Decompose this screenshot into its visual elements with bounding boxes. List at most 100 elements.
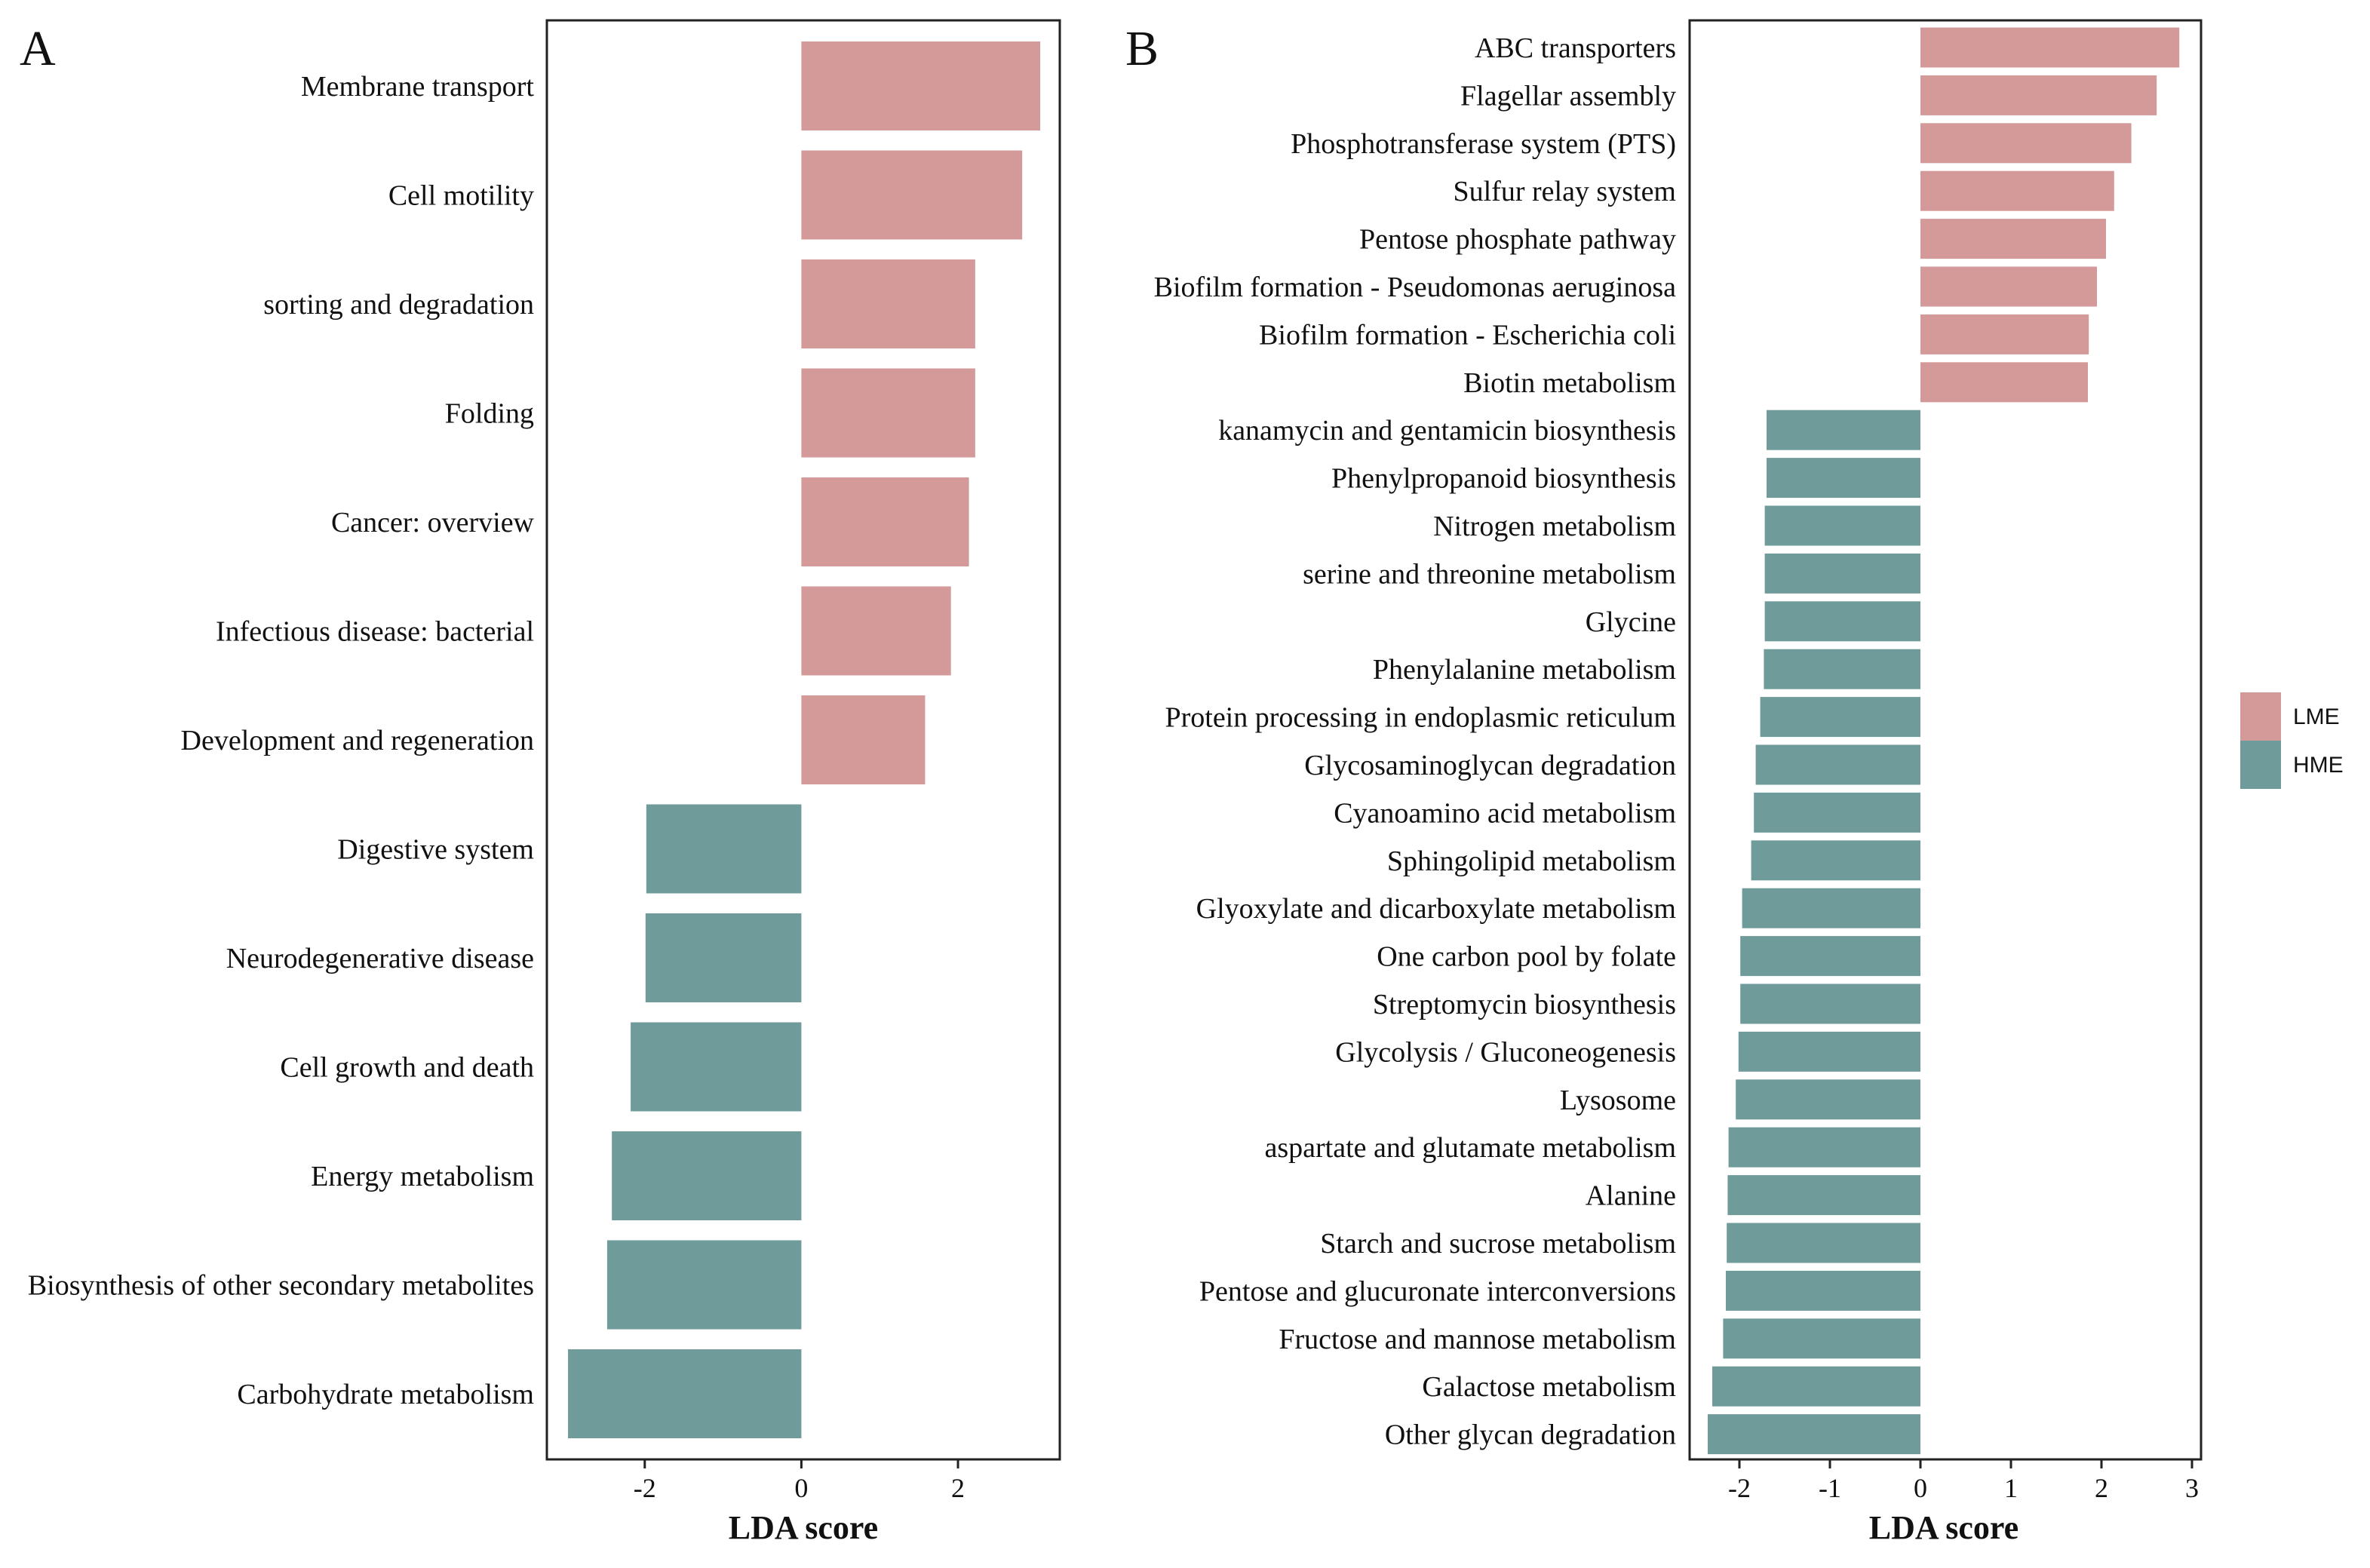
panel-a-bar [612, 1131, 802, 1220]
panel-a: A Membrane transport Cell motility sorting… [20, 19, 1061, 1546]
panel-b-bar [1920, 27, 2180, 68]
panel-b-category-label: Alanine [1586, 1180, 1676, 1212]
panel-b-x-axis: -2 -1 0 1 2 3 [1728, 1459, 2199, 1503]
panel-b-bar [1727, 1175, 1920, 1216]
panel-a-category-labels: Membrane transport Cell motility sorting a… [28, 71, 535, 1410]
panel-b-bar [1920, 123, 2132, 164]
panel-b-x-tick-label: 1 [2004, 1473, 2018, 1503]
panel-a-bar [646, 804, 802, 894]
panel-b-bar [1740, 936, 1920, 977]
legend-swatch-hme [2240, 741, 2281, 789]
panel-b-bar [1708, 1414, 1920, 1455]
panel-b-category-label: Phenylalanine metabolism [1373, 654, 1676, 686]
panel-a-x-axis: -2 0 2 [634, 1459, 965, 1503]
panel-b-bar [1727, 1223, 1920, 1263]
panel-b-bar [1728, 1127, 1920, 1168]
legend: LME HME [2240, 692, 2344, 789]
panel-b-category-label: Phenylpropanoid biosynthesis [1331, 463, 1676, 495]
panel-b-bar [1755, 744, 1920, 785]
panel-b-bar [1726, 1270, 1920, 1311]
panel-b-category-label: Biofilm formation - Escherichia coli [1259, 319, 1676, 351]
panel-b-bars [1708, 27, 2180, 1455]
panel-b-category-label: Galactose metabolism [1422, 1371, 1676, 1403]
panel-b-bar [1751, 840, 1920, 881]
panel-b-category-label: One carbon pool by folate [1377, 941, 1676, 973]
panel-a-bar [801, 41, 1041, 130]
panel-b-bar [1767, 458, 1920, 499]
panel-b-bar [1920, 219, 2106, 259]
panel-b-bar [1920, 266, 2097, 307]
panel-a-bar [631, 1022, 802, 1112]
panel-a-category-label: Digestive system [337, 834, 534, 866]
panel-b: B ABC transporters Flagellar assembly Phos… [1125, 19, 2203, 1546]
panel-b-bar [1764, 505, 1920, 546]
panel-b-bar [1723, 1318, 1920, 1359]
panel-a-bars [568, 41, 1041, 1438]
panel-b-category-label: Sphingolipid metabolism [1387, 845, 1676, 877]
panel-b-bar [1760, 697, 1920, 738]
panel-a-bar [801, 586, 951, 676]
panel-a-bar [568, 1349, 802, 1438]
panel-b-bar [1764, 601, 1920, 642]
panel-a-category-label: Membrane transport [301, 71, 535, 103]
panel-a-frame [545, 19, 1061, 1461]
panel-a-bar [606, 1240, 802, 1330]
panel-b-x-axis-title: LDA score [1869, 1509, 2018, 1546]
panel-a-bar [801, 259, 975, 348]
panel-a-bar [801, 368, 975, 458]
panel-a-bar [801, 477, 969, 566]
panel-b-category-label: Nitrogen metabolism [1433, 511, 1676, 542]
panel-b-category-label: ABC transporters [1475, 32, 1676, 64]
panel-b-letter: B [1125, 21, 1159, 76]
panel-a-category-label: Cancer: overview [331, 507, 535, 539]
panel-b-category-label: Glycosaminoglycan degradation [1304, 750, 1676, 781]
legend-swatch-lme [2240, 692, 2281, 741]
panel-b-x-tick-label: 0 [1914, 1473, 1927, 1503]
panel-b-category-label: Biotin metabolism [1463, 367, 1676, 399]
panel-b-category-label: Phosphotransferase system (PTS) [1291, 128, 1676, 160]
panel-b-bar [1764, 553, 1920, 594]
panel-b-bar [1736, 1079, 1920, 1120]
panel-b-category-label: Biofilm formation - Pseudomonas aerugino… [1154, 272, 1676, 303]
panel-b-bar [1754, 792, 1920, 833]
panel-b-category-label: Sulfur relay system [1453, 176, 1676, 207]
panel-b-category-labels: ABC transporters Flagellar assembly Phosph… [1154, 32, 1676, 1451]
panel-a-category-label: Cell motility [388, 180, 534, 212]
panel-b-bar [1920, 362, 2088, 403]
panel-b-category-label: Fructose and mannose metabolism [1279, 1324, 1676, 1355]
panel-b-bar [1920, 314, 2089, 354]
panel-b-category-label: serine and threonine metabolism [1303, 558, 1676, 590]
panel-a-letter: A [20, 21, 56, 76]
panel-b-bar [1712, 1366, 1920, 1407]
panel-a-category-label: Energy metabolism [311, 1161, 534, 1192]
panel-a-x-tick-label: 0 [794, 1473, 808, 1503]
panel-b-category-label: Pentose phosphate pathway [1359, 224, 1676, 256]
panel-a-bar [645, 913, 802, 1002]
panel-b-category-label: Pentose and glucuronate interconversions [1199, 1275, 1676, 1307]
legend-label-lme: LME [2293, 704, 2340, 729]
panel-b-bar [1740, 983, 1920, 1024]
panel-b-category-label: Starch and sucrose metabolism [1320, 1228, 1676, 1260]
panel-a-x-axis-title: LDA score [729, 1509, 878, 1546]
panel-b-bar [1920, 75, 2157, 115]
panel-b-x-tick-label: 3 [2185, 1473, 2199, 1503]
panel-a-category-label: Carbohydrate metabolism [237, 1379, 534, 1410]
panel-b-category-label: Protein processing in endoplasmic reticu… [1165, 702, 1676, 734]
panel-a-x-tick-label: -2 [634, 1473, 656, 1503]
panel-b-category-label: Glyoxylate and dicarboxylate metabolism [1196, 893, 1676, 925]
panel-b-category-label: Lysosome [1560, 1085, 1676, 1116]
panel-b-category-label: Streptomycin biosynthesis [1373, 989, 1676, 1020]
panel-b-category-label: Other glycan degradation [1385, 1419, 1676, 1451]
panel-a-category-label: sorting and degradation [263, 289, 534, 321]
panel-b-frame [1688, 19, 2203, 1461]
panel-a-category-label: Cell growth and death [280, 1052, 534, 1084]
panel-b-x-tick-label: 2 [2095, 1473, 2108, 1503]
panel-a-category-label: Folding [445, 398, 534, 430]
panel-b-x-tick-label: -1 [1819, 1473, 1841, 1503]
panel-b-x-tick-label: -2 [1728, 1473, 1751, 1503]
panel-b-bar [1767, 410, 1920, 450]
panel-a-category-label: Neurodegenerative disease [226, 943, 534, 974]
panel-b-category-label: Flagellar assembly [1460, 80, 1676, 112]
panel-b-bar [1920, 170, 2114, 211]
